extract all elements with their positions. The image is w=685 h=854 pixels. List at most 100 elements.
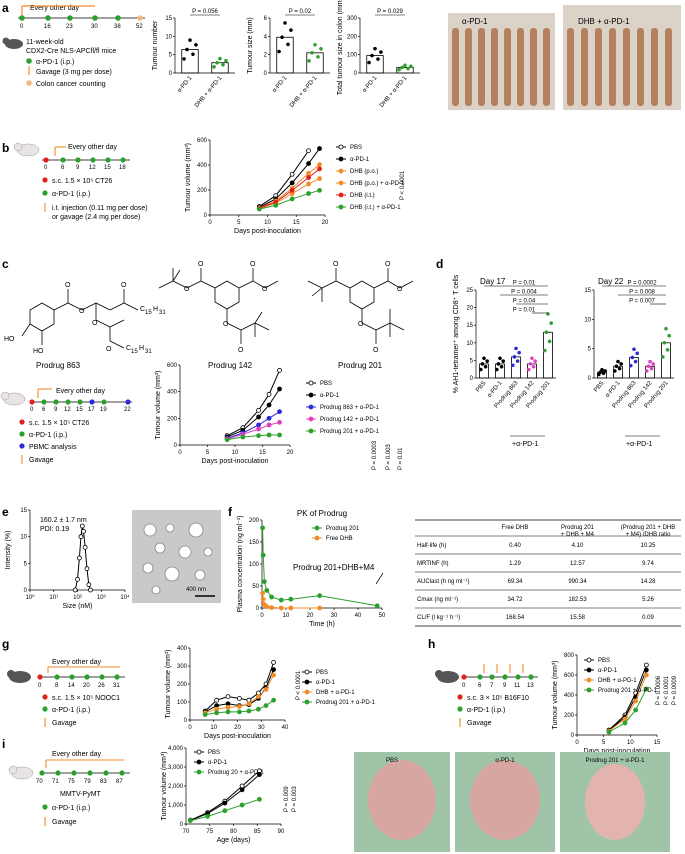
- data-point: [271, 667, 277, 672]
- data-point: [313, 42, 317, 47]
- data-point: [263, 687, 269, 692]
- pk-table: Free DHB Prodrug 201+ DHB + M4 (Prodrug 20…: [415, 519, 681, 627]
- legend-item: PBMC analysis: [29, 444, 77, 451]
- data-point: [260, 590, 266, 596]
- legend-marker: [586, 677, 592, 683]
- series-line: [259, 150, 309, 207]
- panel-label-i: i: [2, 737, 5, 751]
- x-tick-label: 10: [232, 450, 239, 456]
- timeline-day: 6: [61, 165, 65, 171]
- svg-text:O: O: [65, 282, 71, 289]
- data-point: [260, 525, 266, 531]
- colon-strip: [595, 28, 602, 106]
- timeline-day: 38: [114, 24, 121, 30]
- legend-label: Prodrug 201 + α-PD-1: [598, 688, 658, 694]
- data-point: [643, 667, 649, 673]
- table-cell: 15.58: [570, 615, 586, 621]
- legend-marker: [308, 428, 314, 434]
- legend-item: α-PD-1 (i.p.): [52, 707, 90, 714]
- data-point: [271, 672, 277, 678]
- x-tick-label: 10: [627, 740, 634, 746]
- data-point: [289, 171, 295, 177]
- svg-text:H: H: [153, 306, 158, 313]
- y-tick-label: 0: [180, 822, 184, 828]
- annotation-arrow: [375, 572, 384, 585]
- data-point: [317, 593, 323, 599]
- schedule-title-g: Every other day: [52, 659, 102, 666]
- chart-title: Day 22: [598, 277, 624, 286]
- legend-label: α-PD-1: [316, 680, 336, 686]
- schedule-title-c: Every other day: [56, 388, 106, 395]
- x-tick-label: 10³: [97, 595, 106, 601]
- data-point: [498, 356, 502, 361]
- data-point: [185, 47, 189, 52]
- bar: [306, 52, 324, 74]
- timeline-day: 31: [113, 683, 120, 689]
- data-point: [306, 148, 311, 154]
- legend-item: Gavage: [467, 720, 492, 727]
- series-line: [608, 669, 647, 731]
- timeline-day: 15: [76, 407, 83, 413]
- table-cell: 990.34: [568, 579, 587, 585]
- y-tick-label: 10: [584, 317, 591, 323]
- series-line: [608, 664, 647, 731]
- bar: [211, 62, 229, 74]
- y-tick-label: 5: [24, 561, 28, 567]
- y-tick-label: 400: [177, 646, 188, 652]
- legend-item: α-PD-1 (i.p.): [36, 59, 74, 66]
- timeline-day: 16: [44, 24, 51, 30]
- x-tick-label: α-PD-1: [177, 75, 194, 94]
- data-point: [182, 57, 186, 61]
- x-axis-label: Days post-inoculation: [584, 748, 651, 755]
- schedule-title-a: Every other day: [30, 5, 80, 12]
- x-tick-label: 30: [331, 613, 338, 619]
- data-point: [317, 187, 322, 193]
- timeline-day: 17: [88, 407, 95, 413]
- timeline-day: 0: [38, 683, 42, 689]
- y-tick-label: 600: [564, 673, 575, 679]
- data-point: [257, 772, 262, 777]
- data-point: [205, 814, 210, 819]
- colon-strip: [530, 28, 537, 106]
- y-tick-label: 15: [466, 323, 473, 329]
- mouse-age: 11-week-old: [26, 39, 64, 46]
- data-point: [187, 818, 193, 823]
- series-line: [226, 370, 280, 437]
- y-tick-label: 800: [564, 653, 575, 659]
- annotation: Prodrug 201+DHB+M4: [293, 563, 375, 572]
- data-point: [514, 346, 518, 351]
- y-tick-label: 10: [165, 34, 172, 40]
- data-point: [547, 339, 552, 344]
- data-point: [289, 187, 295, 193]
- data-point: [501, 359, 506, 363]
- data-point: [319, 46, 323, 51]
- legend-label: PBS: [208, 750, 220, 756]
- svg-text:C: C: [126, 345, 131, 352]
- y-axis-label: Tumour size (mm): [247, 17, 254, 74]
- data-point: [260, 552, 266, 558]
- data-point: [280, 35, 284, 40]
- p-value: P = 0.004: [511, 290, 537, 296]
- series-line: [259, 164, 320, 209]
- legend-label: DHB + α-PD-1: [316, 690, 355, 696]
- table-header: Free DHB: [502, 525, 529, 531]
- data-point: [307, 59, 311, 63]
- data-point: [512, 355, 517, 359]
- table-cell: 69.34: [507, 579, 523, 585]
- legend-marker: [338, 144, 344, 150]
- svg-text:O: O: [106, 346, 112, 353]
- x-tick-label: 0: [178, 450, 182, 456]
- svg-text:O: O: [373, 347, 379, 354]
- table-cell: 14.28: [640, 579, 656, 585]
- y-tick-label: 200: [347, 34, 358, 40]
- data-point: [221, 62, 225, 67]
- legend-label: Prodrug 201: [326, 526, 360, 532]
- data-point: [72, 587, 78, 593]
- mouse-icon-c: [0, 391, 26, 406]
- x-tick-label: 70: [183, 829, 190, 835]
- photo-label: α-PD-1: [462, 17, 488, 26]
- data-point: [76, 555, 82, 561]
- data-point: [269, 594, 275, 600]
- data-point: [246, 708, 252, 714]
